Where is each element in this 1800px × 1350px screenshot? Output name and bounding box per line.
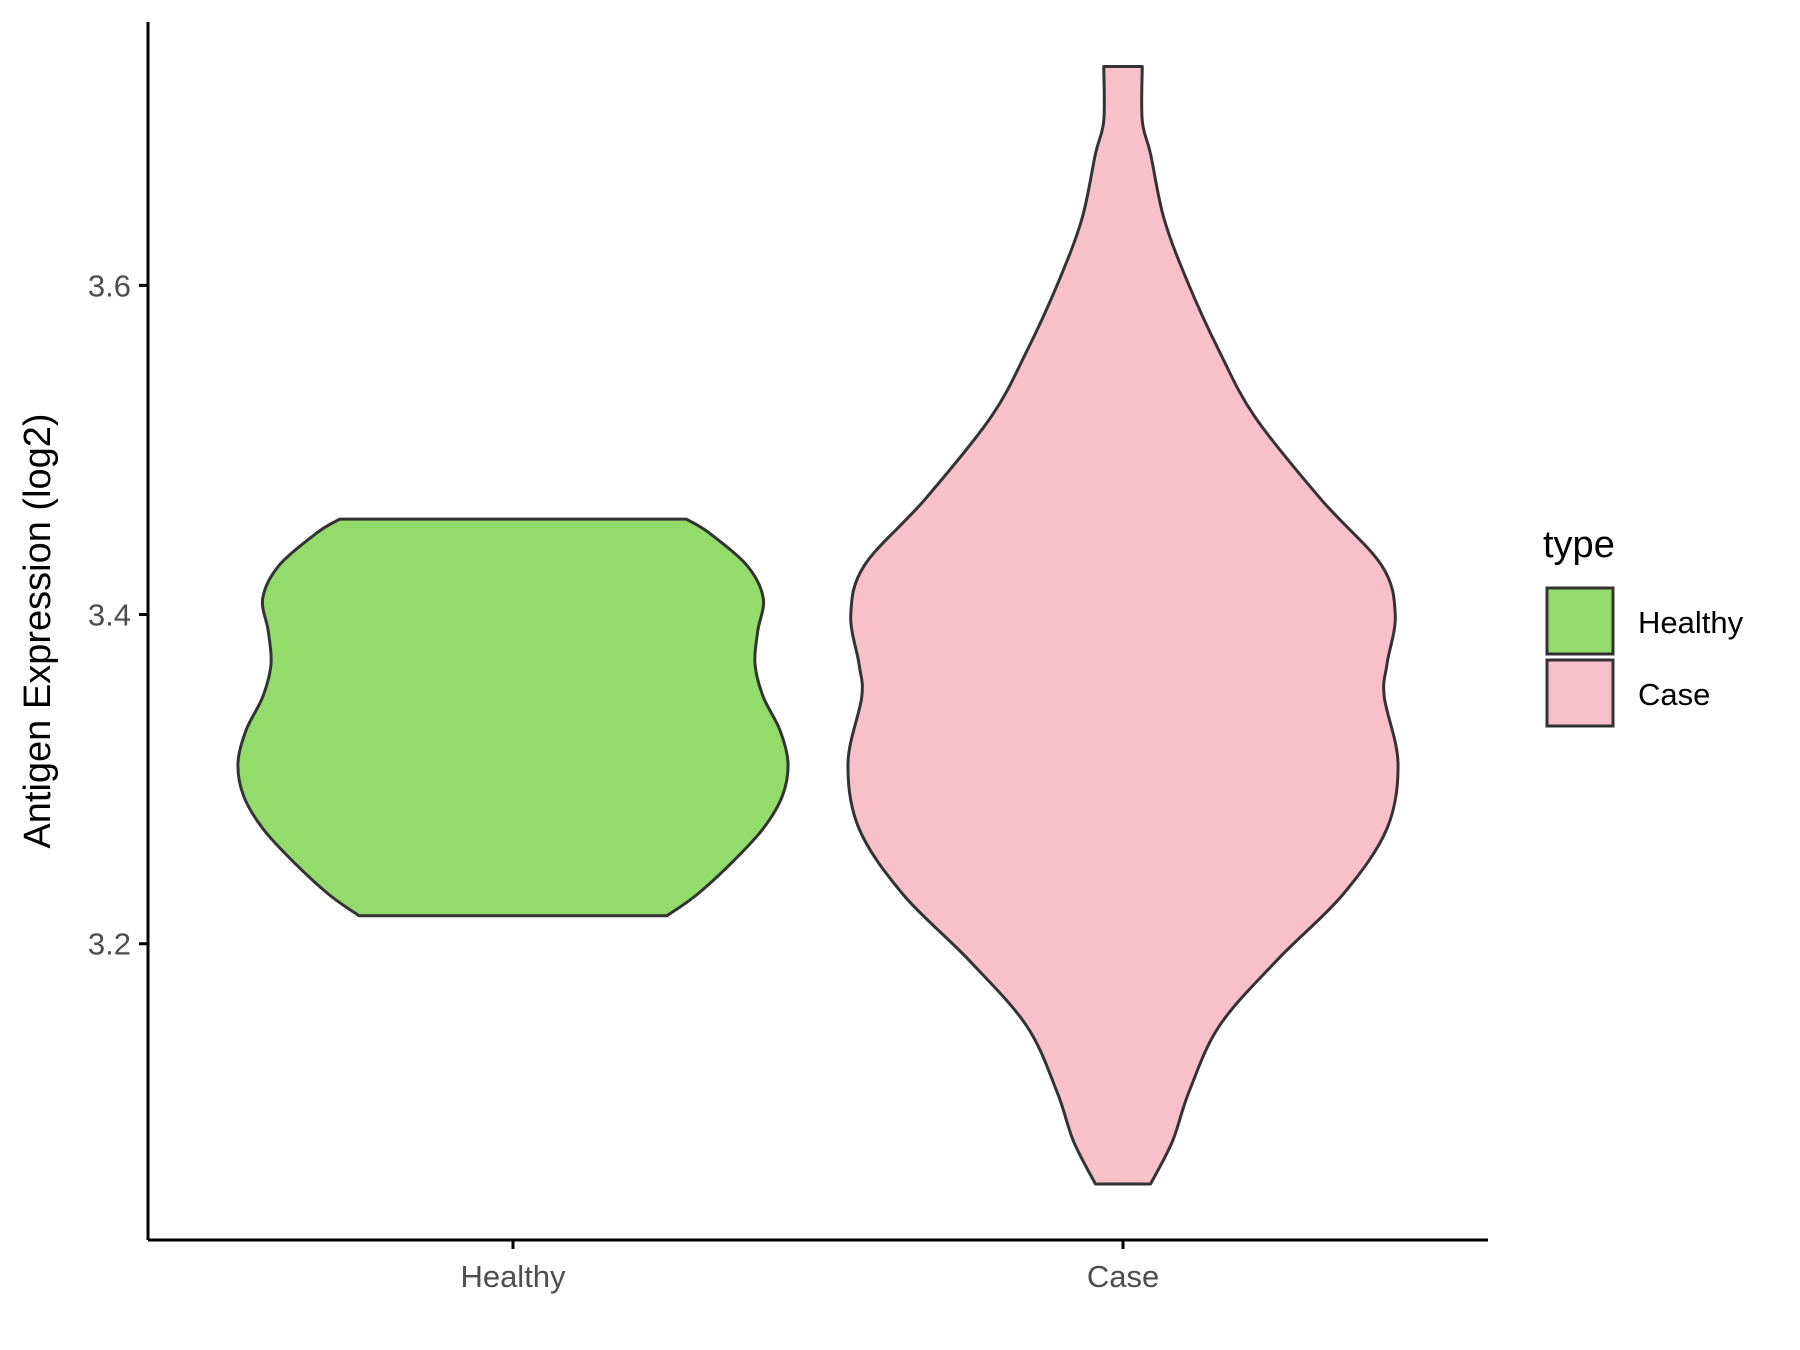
y-tick-label: 3.6: [88, 268, 131, 303]
y-axis-title: Antigen Expression (log2): [17, 413, 59, 848]
x-tick-label: Case: [1087, 1259, 1159, 1294]
y-tick-label: 3.2: [88, 927, 131, 962]
legend: type Healthy Case: [1543, 524, 1744, 728]
violin-case: [846, 64, 1400, 1186]
legend-title: type: [1543, 524, 1615, 566]
legend-swatch-healthy: [1545, 586, 1615, 656]
legend-label-case: Case: [1638, 677, 1710, 712]
y-tick-label: 3.4: [88, 598, 131, 633]
legend-label-healthy: Healthy: [1638, 605, 1744, 640]
y-ticks: 3.2 3.4 3.6: [88, 268, 148, 962]
violin-layer: [236, 64, 1400, 1186]
legend-entries: Healthy Case: [1545, 586, 1744, 728]
x-tick-label: Healthy: [460, 1259, 566, 1294]
violin-healthy: [236, 517, 790, 918]
legend-swatch-case: [1545, 658, 1615, 728]
x-ticks: Healthy Case: [460, 1240, 1159, 1294]
axes: 3.2 3.4 3.6 Healthy Case: [88, 22, 1488, 1294]
